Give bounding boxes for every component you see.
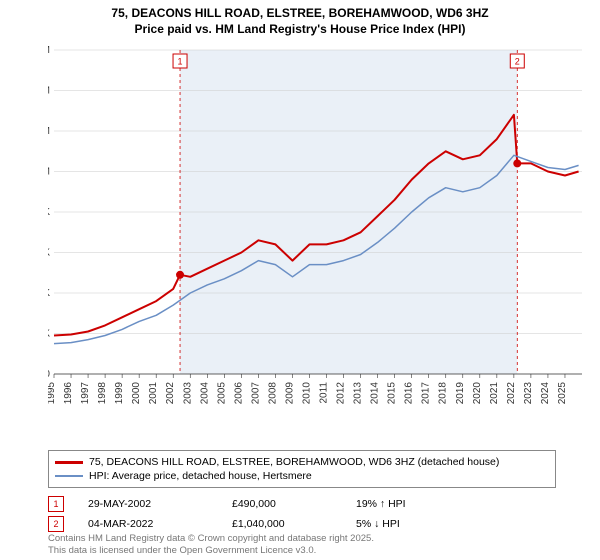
line-chart: £0 £200K £400K £600K £800K £1M £1.2M £1.4M £1.6M…	[48, 44, 588, 414]
marker-row-1: 1 29-MAY-2002 £490,000 19% ↑ HPI	[48, 494, 456, 514]
marker-hpi-1: 19% ↑ HPI	[356, 498, 456, 510]
marker-badge-1: 1	[48, 496, 64, 512]
svg-text:2010: 2010	[301, 382, 312, 405]
svg-text:£0: £0	[48, 369, 50, 380]
svg-text:2014: 2014	[370, 382, 381, 405]
footer-attribution: Contains HM Land Registry data © Crown c…	[48, 533, 374, 556]
svg-text:2003: 2003	[182, 382, 193, 405]
title-block: 75, DEACONS HILL ROAD, ELSTREE, BOREHAMW…	[0, 0, 600, 37]
svg-text:1995: 1995	[48, 382, 57, 405]
legend-row-2: HPI: Average price, detached house, Hert…	[55, 469, 549, 483]
svg-text:2020: 2020	[472, 382, 483, 405]
svg-text:2009: 2009	[284, 382, 295, 405]
svg-text:2002: 2002	[165, 382, 176, 405]
legend-swatch-2	[55, 475, 83, 477]
svg-text:1: 1	[178, 57, 183, 67]
svg-text:£1M: £1M	[48, 167, 50, 178]
svg-text:2011: 2011	[319, 382, 330, 404]
marker-date-2: 04-MAR-2022	[88, 518, 208, 530]
svg-text:1997: 1997	[80, 382, 91, 405]
svg-text:2006: 2006	[233, 382, 244, 405]
legend: 75, DEACONS HILL ROAD, ELSTREE, BOREHAMW…	[48, 450, 556, 488]
svg-text:1998: 1998	[97, 382, 108, 405]
svg-text:2015: 2015	[387, 382, 398, 405]
svg-text:£800K: £800K	[48, 207, 50, 218]
sale-markers-table: 1 29-MAY-2002 £490,000 19% ↑ HPI 2 04-MA…	[48, 494, 456, 534]
svg-text:2005: 2005	[216, 382, 227, 405]
marker-badge-2: 2	[48, 516, 64, 532]
svg-text:£600K: £600K	[48, 248, 50, 259]
title-line-1: 75, DEACONS HILL ROAD, ELSTREE, BOREHAMW…	[0, 6, 600, 22]
title-line-2: Price paid vs. HM Land Registry's House …	[0, 22, 600, 38]
svg-text:2024: 2024	[540, 382, 551, 405]
svg-text:2023: 2023	[523, 382, 534, 405]
svg-text:2013: 2013	[353, 382, 364, 405]
legend-label-2: HPI: Average price, detached house, Hert…	[89, 470, 312, 482]
svg-text:2025: 2025	[557, 382, 568, 405]
svg-text:2016: 2016	[404, 382, 415, 405]
marker-hpi-2: 5% ↓ HPI	[356, 518, 456, 530]
svg-text:£1.4M: £1.4M	[48, 86, 50, 97]
svg-text:£1.6M: £1.6M	[48, 45, 50, 56]
svg-text:1996: 1996	[63, 382, 74, 405]
svg-text:£400K: £400K	[48, 288, 50, 299]
svg-text:2004: 2004	[199, 382, 210, 405]
svg-text:2019: 2019	[455, 382, 466, 405]
marker-date-1: 29-MAY-2002	[88, 498, 208, 510]
marker-row-2: 2 04-MAR-2022 £1,040,000 5% ↓ HPI	[48, 514, 456, 534]
svg-text:2017: 2017	[421, 382, 432, 405]
svg-text:2008: 2008	[267, 382, 278, 405]
svg-text:£1.2M: £1.2M	[48, 126, 50, 137]
marker-price-2: £1,040,000	[232, 518, 332, 530]
legend-label-1: 75, DEACONS HILL ROAD, ELSTREE, BOREHAMW…	[89, 456, 499, 468]
svg-text:2012: 2012	[336, 382, 347, 405]
svg-text:2000: 2000	[131, 382, 142, 405]
svg-text:2001: 2001	[148, 382, 159, 405]
footer-line-2: This data is licensed under the Open Gov…	[48, 545, 374, 556]
footer-line-1: Contains HM Land Registry data © Crown c…	[48, 533, 374, 544]
chart-container: 75, DEACONS HILL ROAD, ELSTREE, BOREHAMW…	[0, 0, 600, 560]
svg-text:2021: 2021	[489, 382, 500, 405]
svg-text:2: 2	[515, 57, 520, 67]
svg-text:£200K: £200K	[48, 329, 50, 340]
legend-row-1: 75, DEACONS HILL ROAD, ELSTREE, BOREHAMW…	[55, 455, 549, 469]
svg-text:2007: 2007	[250, 382, 261, 405]
svg-text:2022: 2022	[506, 382, 517, 405]
marker-price-1: £490,000	[232, 498, 332, 510]
svg-text:2018: 2018	[438, 382, 449, 405]
svg-text:1999: 1999	[114, 382, 125, 405]
legend-swatch-1	[55, 461, 83, 464]
